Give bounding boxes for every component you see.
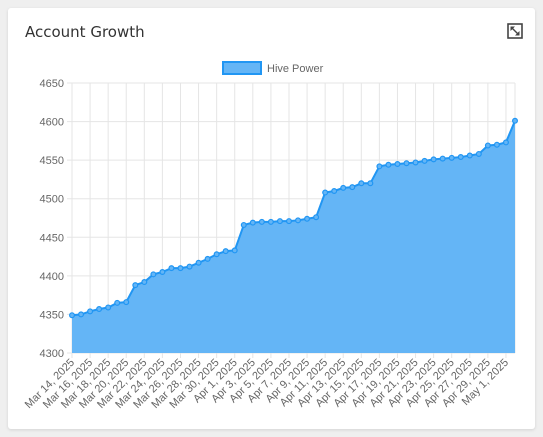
data-point[interactable] (313, 214, 320, 221)
data-point[interactable] (466, 152, 473, 159)
card-title: Account Growth (25, 23, 145, 41)
data-point[interactable] (304, 215, 311, 222)
data-point[interactable] (511, 117, 518, 124)
y-tick-label: 4550 (40, 155, 64, 167)
data-point[interactable] (258, 218, 265, 225)
data-point[interactable] (358, 180, 365, 187)
y-tick-label: 4650 (40, 78, 64, 90)
data-point[interactable] (150, 271, 157, 278)
data-point[interactable] (430, 156, 437, 163)
data-point[interactable] (340, 184, 347, 191)
data-point[interactable] (349, 184, 356, 191)
data-point[interactable] (123, 299, 130, 306)
data-point[interactable] (412, 159, 419, 166)
y-tick-label: 4300 (40, 348, 64, 360)
data-point[interactable] (421, 157, 428, 164)
legend-label[interactable]: Hive Power (267, 63, 324, 75)
data-point[interactable] (68, 312, 75, 319)
data-point[interactable] (331, 188, 338, 195)
data-point[interactable] (475, 150, 482, 157)
data-point[interactable] (267, 218, 274, 225)
data-point[interactable] (213, 251, 220, 258)
data-point[interactable] (186, 263, 193, 270)
data-point[interactable] (457, 154, 464, 161)
data-point[interactable] (322, 189, 329, 196)
data-point[interactable] (276, 218, 283, 225)
chart-points (68, 117, 518, 319)
data-point[interactable] (141, 279, 148, 286)
data-point[interactable] (484, 142, 491, 149)
y-tick-label: 4500 (40, 194, 64, 206)
y-tick-label: 4400 (40, 271, 64, 283)
data-point[interactable] (105, 304, 112, 311)
y-tick-label: 4450 (40, 232, 64, 244)
data-point[interactable] (502, 139, 509, 146)
data-point[interactable] (376, 163, 383, 170)
data-point[interactable] (231, 247, 238, 254)
y-tick-label: 4350 (40, 309, 64, 321)
data-point[interactable] (249, 219, 256, 226)
hive-power-area (72, 120, 515, 353)
data-point[interactable] (132, 282, 139, 289)
data-point[interactable] (385, 161, 392, 168)
data-point[interactable] (159, 269, 166, 276)
data-point[interactable] (168, 265, 175, 272)
data-point[interactable] (240, 221, 247, 228)
data-point[interactable] (222, 248, 229, 255)
data-point[interactable] (367, 180, 374, 187)
data-point[interactable] (114, 299, 121, 306)
data-point[interactable] (96, 306, 103, 313)
data-point[interactable] (448, 154, 455, 161)
data-point[interactable] (295, 217, 302, 224)
data-point[interactable] (195, 259, 202, 266)
data-point[interactable] (87, 308, 94, 315)
data-point[interactable] (285, 218, 292, 225)
y-axis: 4650 4600 4550 4500 4450 4400 4350 4300 (40, 78, 64, 360)
data-point[interactable] (493, 141, 500, 148)
data-point[interactable] (177, 265, 184, 272)
legend-swatch (222, 61, 262, 75)
data-point[interactable] (78, 311, 85, 318)
data-point[interactable] (204, 255, 211, 262)
data-point[interactable] (439, 155, 446, 162)
data-point[interactable] (394, 161, 401, 168)
expand-icon[interactable] (507, 23, 523, 39)
chart-legend: Hive Power (222, 61, 324, 75)
data-point[interactable] (403, 160, 410, 167)
y-tick-label: 4600 (40, 117, 64, 129)
